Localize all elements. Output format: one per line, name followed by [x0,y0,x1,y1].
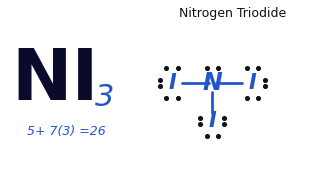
Point [244,96,250,99]
Point [222,123,227,126]
Text: I: I [249,73,257,93]
Text: NI: NI [11,46,98,115]
Point [262,85,267,87]
Text: 5+ 7(3) =26: 5+ 7(3) =26 [27,125,106,138]
Point [198,123,203,126]
Point [204,67,209,69]
Point [215,67,220,69]
Text: I: I [208,111,216,131]
Text: I: I [168,73,176,93]
Point [164,96,169,99]
Point [244,67,250,69]
Point [262,78,267,81]
Text: Nitrogen Triodide: Nitrogen Triodide [179,7,286,20]
Point [215,134,220,137]
Text: N: N [203,71,222,95]
Point [175,96,180,99]
Point [164,67,169,69]
Text: 3: 3 [95,83,114,112]
Point [256,96,261,99]
Point [157,78,163,81]
Point [222,116,227,119]
Point [198,116,203,119]
Point [157,85,163,87]
Point [256,67,261,69]
Point [175,67,180,69]
Point [204,134,209,137]
